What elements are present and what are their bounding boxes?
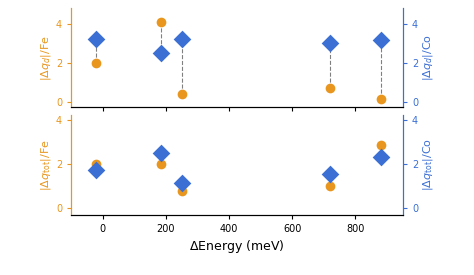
X-axis label: $\Delta$Energy (meV): $\Delta$Energy (meV) <box>189 238 285 255</box>
Point <box>157 162 165 166</box>
Point <box>157 151 165 155</box>
Point <box>327 41 334 45</box>
Point <box>327 184 334 188</box>
Point <box>92 162 100 166</box>
Y-axis label: |$\Delta q_{\mathrm{tot}}$|/Co: |$\Delta q_{\mathrm{tot}}$|/Co <box>421 138 435 191</box>
Y-axis label: |$\Delta q_d$|/Co: |$\Delta q_d$|/Co <box>421 34 435 81</box>
Point <box>377 97 384 101</box>
Point <box>178 37 185 42</box>
Point <box>178 189 185 194</box>
Point <box>377 155 384 160</box>
Point <box>92 168 100 173</box>
Y-axis label: |$\Delta q_{\mathrm{tot}}$|/Fe: |$\Delta q_{\mathrm{tot}}$|/Fe <box>39 139 53 191</box>
Point <box>178 92 185 96</box>
Y-axis label: |$\Delta q_d$|/Fe: |$\Delta q_d$|/Fe <box>39 35 53 81</box>
Point <box>157 51 165 55</box>
Point <box>377 143 384 147</box>
Point <box>327 172 334 176</box>
Point <box>327 86 334 90</box>
Point <box>377 38 384 43</box>
Point <box>178 180 185 185</box>
Point <box>92 60 100 65</box>
Point <box>92 37 100 42</box>
Point <box>157 20 165 24</box>
